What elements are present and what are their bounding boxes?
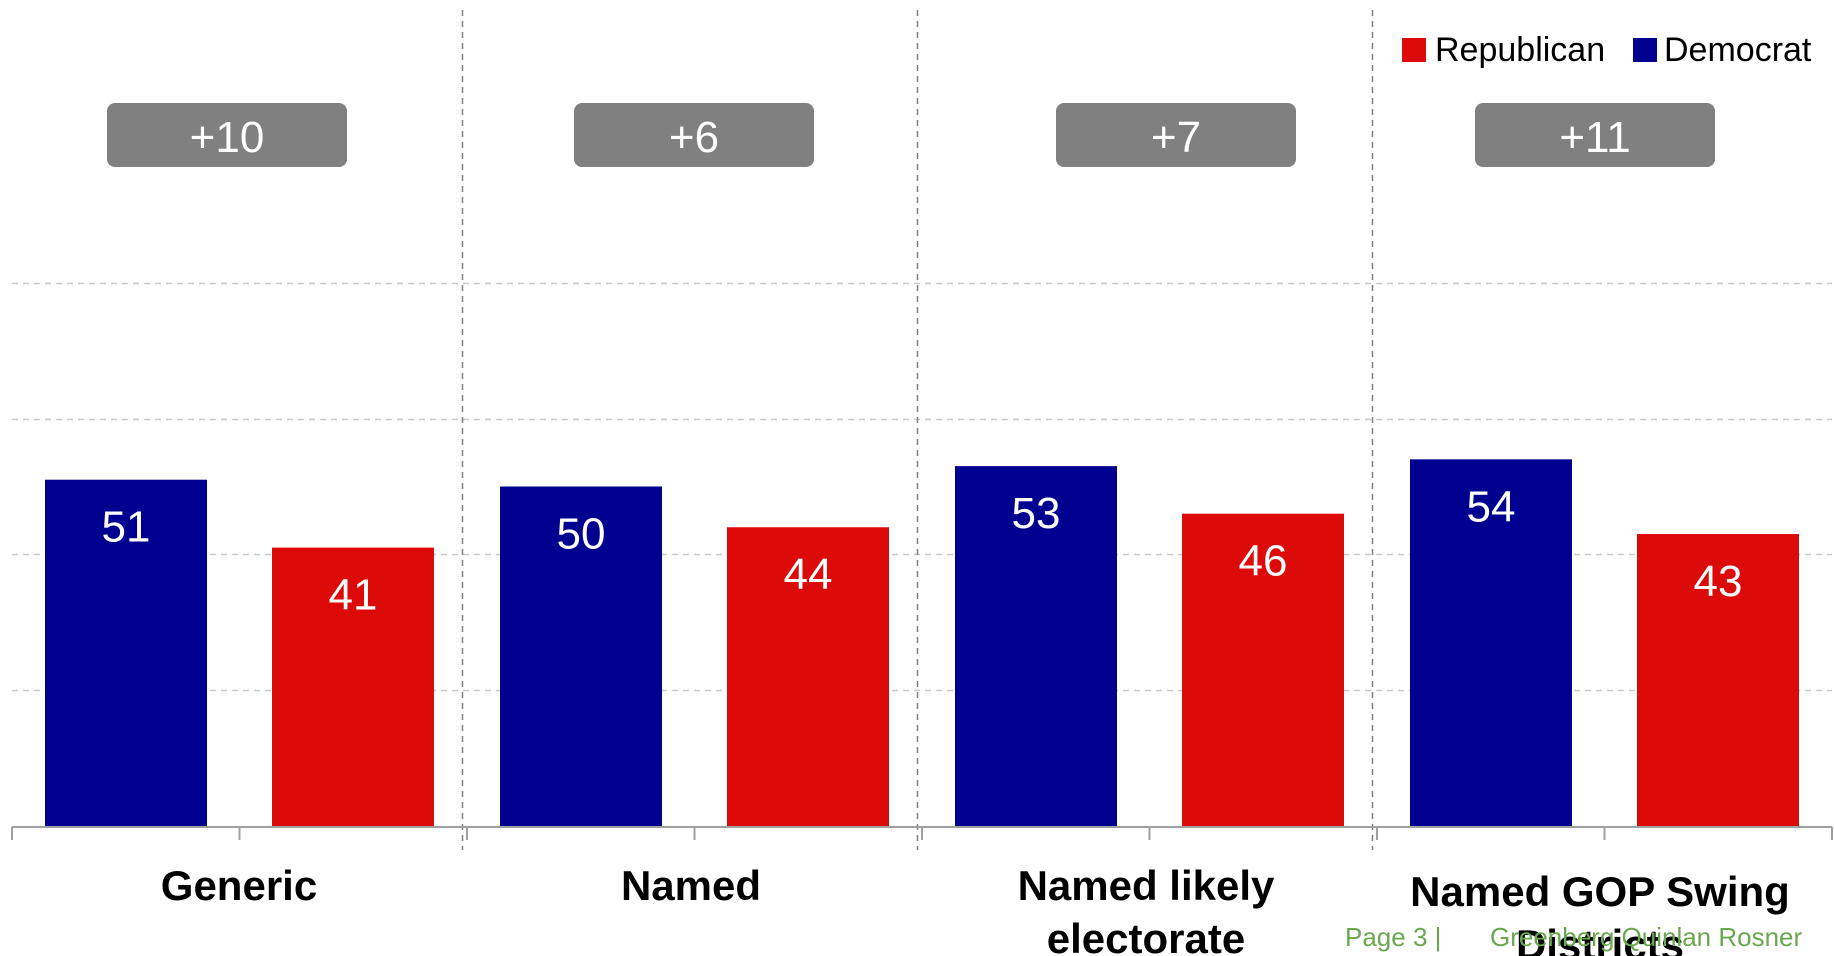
value-label-democrat-2: 50 bbox=[557, 510, 606, 559]
category-label-3-line-1: Named likely bbox=[1018, 862, 1275, 909]
legend: Republican Democrat bbox=[1402, 31, 1812, 69]
legend-swatch-republican bbox=[1402, 38, 1426, 62]
bar-democrat-3 bbox=[955, 466, 1117, 826]
gridlines bbox=[12, 10, 1832, 850]
legend-label-republican: Republican bbox=[1435, 31, 1605, 69]
category-label-3-line-2: electorate bbox=[1047, 915, 1245, 956]
x-axis bbox=[11, 826, 1833, 840]
bar-republican-1 bbox=[272, 547, 434, 826]
value-label-republican-3: 46 bbox=[1239, 537, 1288, 586]
legend-swatch-democrat bbox=[1633, 38, 1657, 62]
footer-firm-name: Greenberg Quinlan Rosner bbox=[1490, 922, 1803, 952]
difference-badge-4 bbox=[1475, 103, 1715, 167]
category-label-2: Named bbox=[621, 862, 761, 909]
category-label-1: Generic bbox=[161, 862, 317, 909]
difference-label-4: +11 bbox=[1559, 113, 1630, 162]
difference-label-2: +6 bbox=[669, 113, 719, 162]
bar-republican-3 bbox=[1182, 513, 1344, 826]
difference-label-1: +10 bbox=[190, 113, 265, 162]
difference-label-3: +7 bbox=[1151, 113, 1201, 162]
bar-republican-4 bbox=[1637, 534, 1799, 826]
value-label-republican-4: 43 bbox=[1694, 557, 1743, 606]
bar-democrat-4 bbox=[1410, 459, 1572, 826]
legend-label-democrat: Democrat bbox=[1664, 31, 1812, 69]
category-labels: Generic Named Named likely electorate Named … bbox=[161, 862, 1790, 956]
bars: 51 50 53 54 41 44 46 43 bbox=[45, 459, 1799, 826]
difference-badge-3 bbox=[1056, 103, 1296, 167]
value-label-democrat-4: 54 bbox=[1467, 482, 1516, 531]
difference-badge-2 bbox=[574, 103, 814, 167]
difference-badges: +10 +6 +7 +11 bbox=[107, 103, 1715, 167]
difference-badge-1 bbox=[107, 103, 347, 167]
category-label-4-line-1: Named GOP Swing bbox=[1410, 868, 1790, 915]
value-label-democrat-1: 51 bbox=[102, 503, 151, 552]
value-label-democrat-3: 53 bbox=[1012, 489, 1061, 538]
bar-republican-2 bbox=[727, 527, 889, 826]
footer-page-number: Page 3 | bbox=[1345, 922, 1442, 952]
value-label-republican-1: 41 bbox=[329, 571, 378, 620]
category-label-4-line-2: Districts bbox=[1516, 921, 1684, 956]
value-label-republican-2: 44 bbox=[784, 550, 833, 599]
bar-democrat-2 bbox=[500, 486, 662, 826]
bar-democrat-1 bbox=[45, 479, 207, 826]
